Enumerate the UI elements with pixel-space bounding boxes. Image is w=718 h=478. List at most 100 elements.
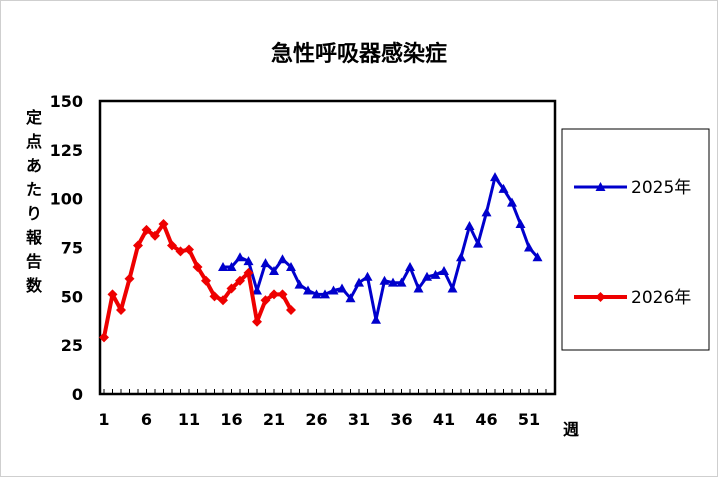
data-point <box>337 283 347 293</box>
chart-title: 急性呼吸器感染症 <box>271 41 447 67</box>
y-axis-label-char: た <box>26 180 42 199</box>
data-point <box>413 283 424 293</box>
legend-entry: 2025年 <box>574 178 691 198</box>
data-point <box>124 273 135 284</box>
x-tick-label: 16 <box>220 410 242 429</box>
y-tick-label: 0 <box>72 385 83 404</box>
data-point <box>345 293 356 303</box>
data-point <box>209 291 220 302</box>
data-point <box>498 183 509 193</box>
data-point <box>201 275 211 286</box>
data-point <box>184 244 194 255</box>
data-point <box>507 197 517 207</box>
data-point <box>243 267 254 278</box>
data-point <box>595 292 606 302</box>
y-tick-label: 50 <box>61 287 83 306</box>
y-axis-label-char: 数 <box>26 276 43 295</box>
data-point <box>303 285 313 295</box>
data-point <box>175 246 186 257</box>
data-point <box>362 271 373 281</box>
data-point <box>532 252 543 262</box>
data-point <box>447 283 458 293</box>
data-point <box>439 265 449 275</box>
y-axis-label-char: 定 <box>25 108 42 127</box>
y-axis-label-char: 点 <box>26 132 42 151</box>
data-point <box>243 256 254 266</box>
x-tick-label: 36 <box>390 410 412 429</box>
data-point <box>311 289 322 299</box>
series-layer <box>99 172 543 343</box>
data-point <box>252 316 262 327</box>
legend-label: 2026年 <box>631 288 691 308</box>
data-point <box>430 269 441 279</box>
x-tick-label: 41 <box>433 410 455 429</box>
data-point <box>235 275 245 286</box>
data-point <box>116 305 126 316</box>
data-point <box>226 283 237 294</box>
data-point <box>252 285 262 295</box>
x-axis-label: 週 <box>563 420 579 439</box>
y-axis-label-char: 報 <box>26 228 43 247</box>
data-point <box>456 252 466 262</box>
data-point <box>481 207 492 217</box>
data-point <box>107 289 118 300</box>
x-tick-label: 26 <box>305 410 327 429</box>
legend-items: 2025年 2026年 <box>574 178 691 308</box>
data-point <box>524 242 534 252</box>
legend <box>561 128 710 351</box>
data-point <box>269 265 279 275</box>
legend-label: 2025年 <box>631 178 691 198</box>
x-tick-label: 6 <box>141 410 152 429</box>
data-point <box>158 219 169 230</box>
data-point <box>515 219 526 229</box>
data-point <box>218 295 228 306</box>
data-point <box>464 221 475 231</box>
series-2 <box>99 219 296 343</box>
data-point <box>192 262 203 273</box>
y-tick-label: 125 <box>50 141 83 160</box>
data-point <box>405 262 415 272</box>
y-tick-label: 150 <box>50 92 83 111</box>
y-tick-label: 100 <box>50 190 83 209</box>
x-tick-label: 31 <box>348 410 370 429</box>
x-tick-label: 51 <box>518 410 540 429</box>
x-tick-label: 11 <box>178 410 200 429</box>
data-point <box>167 240 177 251</box>
data-point <box>218 262 228 272</box>
y-tick-label: 25 <box>61 336 83 355</box>
data-point <box>320 289 330 299</box>
data-point <box>379 275 390 285</box>
data-point <box>260 295 271 306</box>
data-point <box>595 182 606 191</box>
x-tick-label: 21 <box>263 410 285 429</box>
data-point <box>99 332 109 343</box>
data-point <box>226 262 237 272</box>
y-axis-ticks: 0 25 50 75 100 125 150 <box>50 92 83 404</box>
data-point <box>396 277 407 287</box>
x-axis-ticks: 1 6 11 16 21 26 31 36 41 46 51 <box>98 389 547 429</box>
y-axis-label-char: あ <box>26 156 42 175</box>
y-axis-label-char: 告 <box>26 252 42 271</box>
data-point <box>388 277 398 287</box>
data-point <box>422 271 432 281</box>
y-tick-label: 75 <box>61 239 83 258</box>
series-1 <box>218 172 543 324</box>
data-point <box>286 305 296 316</box>
data-point <box>141 224 152 235</box>
data-point <box>354 277 364 287</box>
x-tick-label: 46 <box>475 410 497 429</box>
data-point <box>269 289 279 300</box>
data-point <box>286 262 296 272</box>
data-point <box>371 314 381 324</box>
data-point <box>133 240 143 251</box>
data-point <box>328 285 339 295</box>
x-tick-label: 1 <box>98 410 109 429</box>
data-point <box>260 258 271 268</box>
data-point <box>490 172 500 182</box>
data-point <box>277 254 288 264</box>
data-point <box>294 279 305 289</box>
data-point <box>473 238 483 248</box>
